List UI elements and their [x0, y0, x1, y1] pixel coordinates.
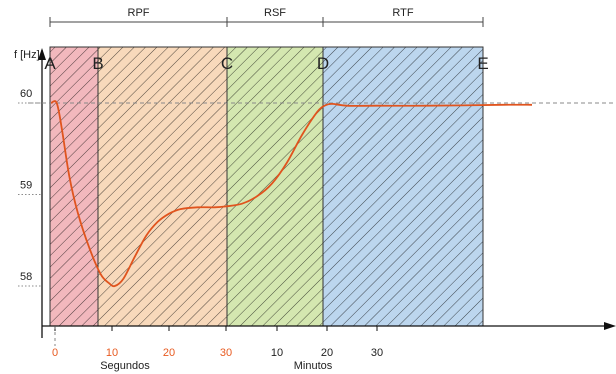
- y-tick-label-59: 59: [20, 180, 32, 192]
- x-tick-label-min-30: 30: [371, 347, 383, 359]
- point-label-d: D: [317, 54, 329, 73]
- region-hatch-0: [50, 47, 98, 326]
- x-axis-arrow: [604, 322, 616, 330]
- x-tick-label-sec-10: 10: [106, 347, 118, 359]
- x-unit-minutes: Minutos: [294, 360, 333, 372]
- y-tick-label-60: 60: [20, 88, 32, 100]
- x-tick-label-sec-30: 30: [220, 347, 232, 359]
- phase-label-rpf: RPF: [128, 7, 150, 19]
- point-label-b: B: [92, 54, 103, 73]
- x-tick-label-min-10: 10: [271, 347, 283, 359]
- x-tick-label-sec-0: 0: [52, 347, 58, 359]
- point-label-c: C: [221, 54, 233, 73]
- y-axis-label: f [Hz]: [14, 49, 40, 61]
- x-tick-label-sec-20: 20: [163, 347, 175, 359]
- region-hatch-3: [323, 47, 483, 326]
- x-tick-label-min-20: 20: [321, 347, 333, 359]
- region-hatch-2: [227, 47, 323, 326]
- y-tick-label-58: 58: [20, 271, 32, 283]
- point-label-a: A: [44, 54, 56, 73]
- phase-label-rtf: RTF: [392, 7, 413, 19]
- point-label-e: E: [477, 54, 488, 73]
- phase-label-rsf: RSF: [264, 7, 286, 19]
- x-unit-seconds: Segundos: [100, 360, 150, 372]
